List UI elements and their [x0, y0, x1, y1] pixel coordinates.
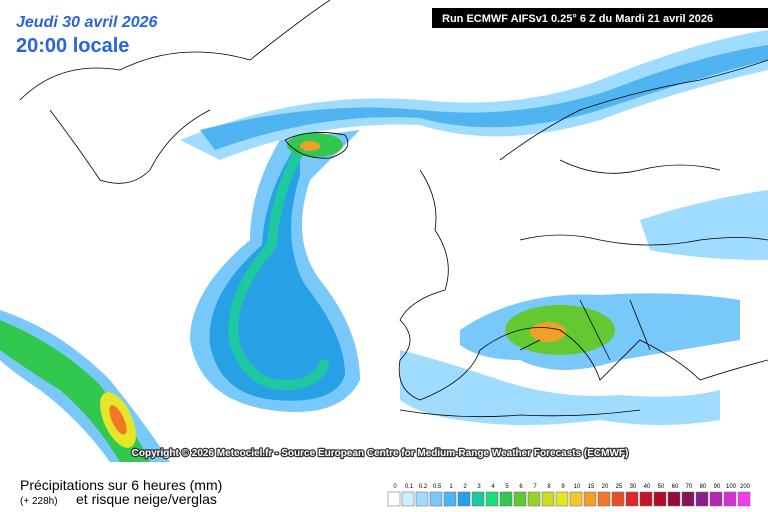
legend-swatch — [471, 491, 485, 507]
legend-swatch — [723, 491, 737, 507]
legend-label: 0.5 — [433, 484, 442, 490]
legend-swatch — [667, 491, 681, 507]
legend-swatch — [555, 491, 569, 507]
legend: 0 0.1 0.2 0.5 1 2 3 4 5 6 7 8 9 10 15 20 25 30 40 50 60 70 80 9… — [387, 484, 751, 507]
run-info: Run ECMWF AIFSv1 0.25° 6 Z du Mardi 21 a… — [442, 13, 713, 25]
legend-swatch — [681, 491, 695, 507]
legend-label: 3 — [477, 484, 481, 490]
legend-label: 6 — [519, 484, 523, 490]
legend-swatch — [625, 491, 639, 507]
legend-label: 15 — [588, 484, 595, 490]
legend-swatch — [513, 491, 527, 507]
legend-swatch — [443, 491, 457, 507]
legend-swatch — [387, 491, 401, 507]
legend-label: 0 — [393, 484, 397, 490]
copyright: Copyright © 2026 Meteociel.fr - Source E… — [132, 448, 629, 459]
legend-label: 200 — [740, 484, 751, 490]
legend-label: 0.2 — [419, 484, 428, 490]
legend-label: 100 — [726, 484, 737, 490]
caption-subtitle: et risque neige/verglas — [76, 491, 217, 507]
caption-lead: (+ 228h) — [20, 496, 58, 507]
caption-title: Précipitations sur 6 heures (mm) — [20, 477, 222, 493]
legend-swatch — [695, 491, 709, 507]
legend-label: 25 — [616, 484, 623, 490]
legend-label: 2 — [463, 484, 467, 490]
legend-swatch — [527, 491, 541, 507]
legend-swatch — [709, 491, 723, 507]
legend-swatch — [485, 491, 499, 507]
legend-label: 10 — [574, 484, 581, 490]
legend-label: 70 — [686, 484, 693, 490]
legend-label: 30 — [630, 484, 637, 490]
legend-label: 7 — [533, 484, 537, 490]
legend-label: 60 — [672, 484, 679, 490]
legend-swatch — [415, 491, 429, 507]
legend-label: 9 — [561, 484, 565, 490]
legend-swatch — [499, 491, 513, 507]
legend-label: 1 — [449, 484, 453, 490]
legend-swatch — [429, 491, 443, 507]
legend-swatch — [611, 491, 625, 507]
legend-label: 80 — [700, 484, 707, 490]
legend-label: 20 — [602, 484, 609, 490]
legend-swatch — [583, 491, 597, 507]
legend-swatch — [569, 491, 583, 507]
legend-swatch — [639, 491, 653, 507]
legend-label: 50 — [658, 484, 665, 490]
legend-label: 90 — [714, 484, 721, 490]
legend-swatch — [737, 491, 751, 507]
legend-label: 5 — [505, 484, 509, 490]
legend-swatch — [653, 491, 667, 507]
forecast-time: 20:00 locale — [16, 35, 129, 57]
legend-swatch — [541, 491, 555, 507]
legend-swatch — [457, 491, 471, 507]
legend-label: 0.1 — [405, 484, 414, 490]
precipitation-field — [0, 30, 768, 462]
coastlines — [19, 0, 768, 418]
legend-swatch — [401, 491, 415, 507]
legend-label: 8 — [547, 484, 551, 490]
legend-swatch — [597, 491, 611, 507]
run-banner — [432, 8, 768, 28]
forecast-date: Jeudi 30 avril 2026 — [16, 14, 158, 31]
legend-label: 4 — [491, 484, 495, 490]
legend-label: 40 — [644, 484, 651, 490]
